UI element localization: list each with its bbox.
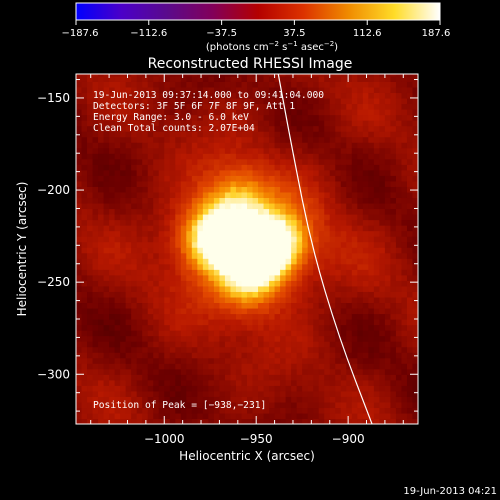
y-tick-label: −150 (37, 91, 70, 105)
plot-frame (75, 73, 419, 425)
solar-limb-line (277, 74, 373, 424)
x-tick-label: −900 (332, 432, 365, 446)
x-tick-label: −950 (240, 432, 273, 446)
y-tick-label: −250 (37, 275, 70, 289)
annotation-time: 19-Jun-2013 09:37:14.000 to 09:41:04.000 (93, 90, 324, 101)
colorbar-ticks: −187.6 −112.6 −37.5 37.5 112.6 187.6 (61, 20, 450, 39)
peak-position-label: Position of Peak = [−938,−231] (93, 400, 266, 411)
colorbar-tick-label: −187.6 (61, 28, 98, 39)
annotation-detectors: Detectors: 3F 5F 6F 7F 8F 9F, Att 1 (93, 101, 295, 112)
colorbar-tick-label: 187.6 (422, 28, 451, 39)
heatmap-image (76, 74, 418, 424)
timestamp: 19-Jun-2013 04:21 (403, 486, 497, 497)
colorbar-tick-label: 37.5 (283, 28, 305, 39)
x-axis-label: Heliocentric X (arcsec) (179, 449, 315, 463)
y-tick-label: −300 (37, 367, 70, 381)
colorbar-tick-label: −112.6 (130, 28, 167, 39)
colorbar-strip (75, 2, 441, 21)
colorbar: −187.6 −112.6 −37.5 37.5 112.6 187.6 (photons… (61, 2, 450, 53)
colorbar-tick-label: 112.6 (353, 28, 382, 39)
colorbar-tick-label: −37.5 (206, 28, 237, 39)
annotation-counts: Clean Total counts: 2.07E+04 (93, 123, 255, 134)
y-axis: −150 −200 −250 −300 (37, 79, 418, 412)
observation-info: 19-Jun-2013 09:37:14.000 to 09:41:04.000… (93, 90, 324, 134)
annotation-energy: Energy Range: 3.0 - 6.0 keV (93, 112, 249, 123)
colorbar-units: (photons cm−2 s−1 asec−2) (206, 40, 338, 53)
chart-title: Reconstructed RHESSI Image (148, 56, 353, 72)
y-axis-label: Heliocentric Y (arcsec) (15, 182, 29, 317)
x-axis: −1000 −950 −900 (90, 74, 404, 446)
y-tick-label: −200 (37, 183, 70, 197)
x-tick-label: −1000 (144, 432, 185, 446)
